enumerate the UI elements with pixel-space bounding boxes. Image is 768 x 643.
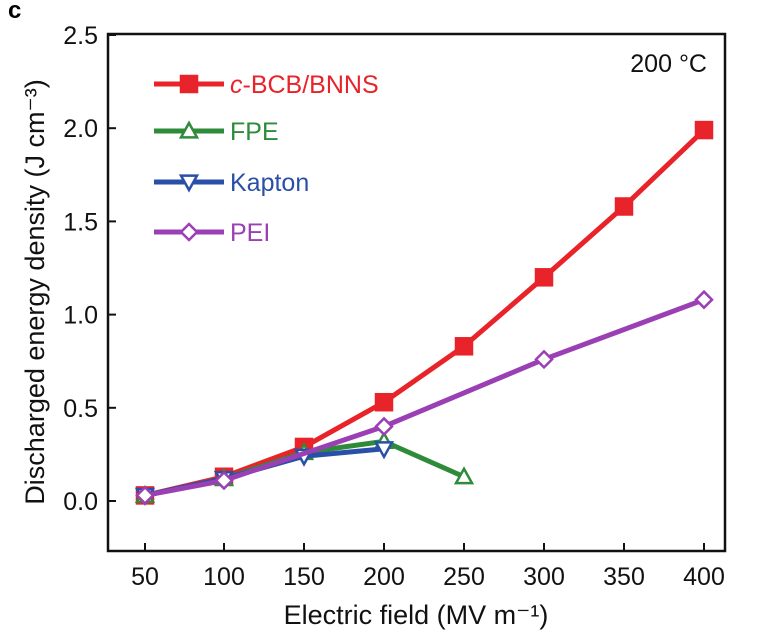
data-point <box>135 485 155 506</box>
legend-label: PEI <box>230 219 270 247</box>
legend-marker <box>178 174 200 193</box>
y-tick-label: 1.5 <box>63 208 98 236</box>
y-axis-title: Discharged energy density (J cm⁻³) <box>20 79 50 504</box>
series-line <box>142 127 707 498</box>
plot-frame <box>106 32 727 553</box>
y-tick-label: 2.5 <box>63 22 98 50</box>
y-axis: 0.0 0.5 1.0 1.5 2.0 2.5 <box>63 22 116 516</box>
legend: c-BCB/BNNS FPE Kapton PEI <box>154 71 379 247</box>
x-tick-label: 50 <box>131 563 159 591</box>
legend-marker <box>178 120 200 139</box>
data-point <box>214 470 234 491</box>
data-point <box>374 416 394 437</box>
series-line <box>142 297 707 498</box>
legend-marker <box>179 222 199 242</box>
data-point <box>534 349 554 370</box>
data-point <box>454 337 474 356</box>
x-tick-label: 400 <box>683 563 725 591</box>
data-point <box>373 441 395 460</box>
y-tick-label: 0.5 <box>63 395 98 423</box>
data-point <box>374 392 394 412</box>
y-tick-label: 0.0 <box>63 488 98 516</box>
data-point <box>614 197 634 216</box>
x-tick-label: 200 <box>363 563 405 591</box>
y-tick-label: 2.0 <box>63 115 98 143</box>
x-tick-label: 100 <box>203 563 245 591</box>
series-layer <box>134 120 714 506</box>
legend-item: c-BCB/BNNS <box>154 71 379 99</box>
data-point <box>453 466 475 485</box>
data-point <box>694 120 714 140</box>
legend-item: FPE <box>154 118 279 146</box>
x-tick-label: 150 <box>283 563 325 591</box>
x-tick-label: 300 <box>523 563 565 591</box>
series-fpe <box>134 430 475 504</box>
x-tick-label: 350 <box>603 563 645 591</box>
panel-label: c <box>8 0 21 24</box>
series-kapton <box>134 441 395 506</box>
y-tick-label: 1.0 <box>63 302 98 330</box>
x-axis-title: Electric field (MV m⁻¹) <box>284 600 549 630</box>
series-c-bcb-bnns <box>135 120 714 505</box>
legend-item: PEI <box>154 219 270 247</box>
legend-label: Kapton <box>230 169 309 197</box>
data-point <box>694 289 714 310</box>
x-axis: 50 100 150 200 250 300 350 400 <box>131 543 725 591</box>
data-point <box>534 268 554 287</box>
x-tick-label: 250 <box>443 563 485 591</box>
legend-label: c-BCB/BNNS <box>230 71 379 99</box>
legend-label: FPE <box>230 118 279 146</box>
legend-item: Kapton <box>154 169 309 197</box>
series-pei <box>135 289 714 506</box>
temperature-annotation: 200 °C <box>630 50 707 78</box>
legend-marker <box>179 74 199 94</box>
